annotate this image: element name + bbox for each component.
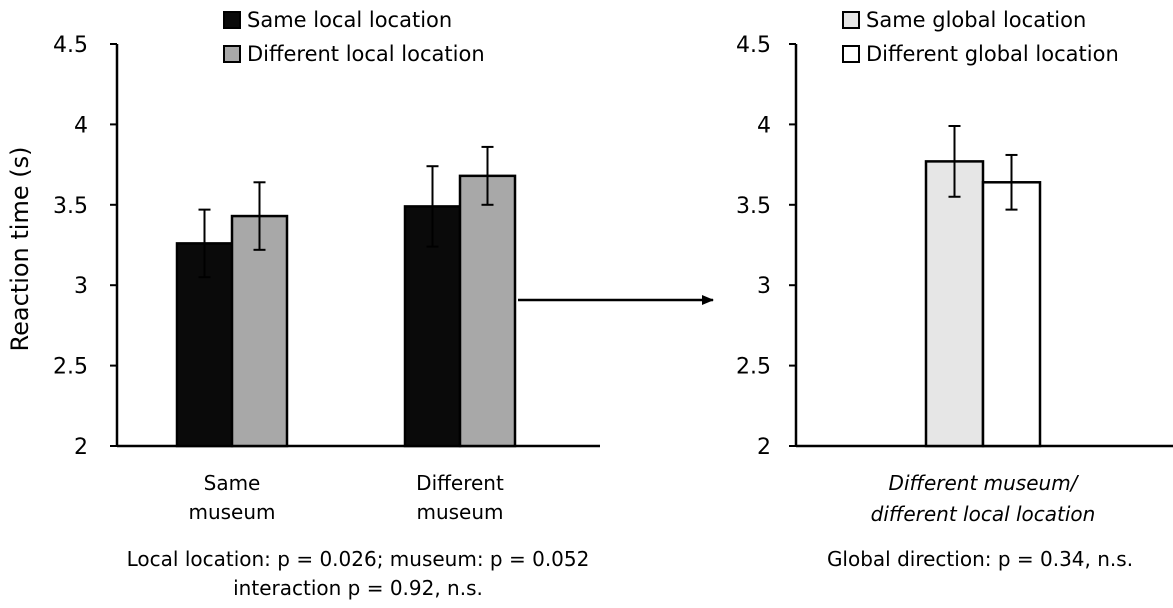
stats-annotation: Local location: p = 0.026; museum: p = 0… [127, 547, 590, 571]
y-tick-label: 4.5 [736, 33, 771, 58]
bar [981, 181, 1042, 448]
y-tick-label: 2.5 [736, 355, 771, 380]
bar [458, 174, 517, 448]
category-label: Same [204, 471, 261, 495]
right-chart-panel: 2 2.5 3 3.5 4 4.5 Different museum/different l… [736, 8, 1173, 571]
y-tick-label: 4 [74, 113, 88, 138]
y-tick-label: 3.5 [736, 194, 771, 219]
legend-swatch [223, 45, 241, 63]
y-tick-label: 2.5 [53, 355, 88, 380]
y-tick-label: 2 [757, 435, 771, 460]
left-chart-panel: 2 2.5 3 3.5 4 4.5 Reaction time (s) Same museum D… [6, 8, 600, 600]
category-label: Different museum/ [889, 471, 1080, 495]
legend-label: Same local location [247, 8, 452, 32]
category-label: Different [416, 471, 504, 495]
y-tick-label: 3 [757, 274, 771, 299]
y-tick-label: 4.5 [53, 33, 88, 58]
bar [230, 214, 289, 448]
legend-label: Same global location [866, 8, 1086, 32]
stats-annotation: interaction p = 0.92, n.s. [233, 576, 483, 600]
y-axis-label: Reaction time (s) [6, 147, 34, 352]
stats-annotation: Global direction: p = 0.34, n.s. [827, 547, 1133, 571]
bar [924, 160, 985, 448]
legend-swatch [223, 11, 241, 29]
y-tick-label: 4 [757, 113, 771, 138]
legend-label: Different local location [247, 42, 485, 66]
category-label: different local location [871, 502, 1096, 526]
category-label: museum [416, 500, 503, 524]
legend-swatch [842, 11, 860, 29]
legend-label: Different global location [866, 42, 1119, 66]
y-tick-label: 2 [74, 435, 88, 460]
legend-swatch [842, 45, 860, 63]
category-label: museum [188, 500, 275, 524]
y-tick-label: 3 [74, 274, 88, 299]
y-tick-label: 3.5 [53, 194, 88, 219]
